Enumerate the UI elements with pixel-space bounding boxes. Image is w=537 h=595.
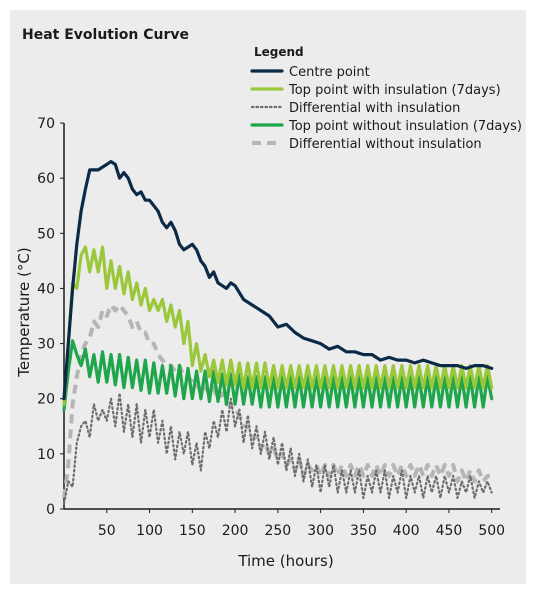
- x-axis-label: Time (hours): [237, 552, 333, 570]
- y-tick-label: 10: [37, 447, 55, 463]
- x-tick-label: 50: [98, 523, 116, 539]
- series-line-0: [62, 160, 494, 401]
- chart-title: Heat Evolution Curve: [22, 27, 189, 43]
- x-tick-label: 350: [350, 523, 377, 539]
- y-tick-label: 50: [37, 226, 55, 242]
- legend-entry-label: Differential with insulation: [289, 101, 460, 116]
- series-layer: [62, 160, 494, 505]
- series-line-4: [62, 303, 492, 499]
- x-tick-label: 100: [136, 523, 163, 539]
- legend-entry-label: Top point with insulation (7days): [288, 83, 501, 98]
- axes: [63, 123, 500, 510]
- x-tick-label: 150: [179, 523, 206, 539]
- y-tick-label: 0: [46, 502, 55, 518]
- x-tick-label: 500: [478, 523, 505, 539]
- ticks: 0 10 20 30 40 50 60 70 50 100 150 200 250 300 350 400 45…: [37, 116, 505, 539]
- legend-title: Legend: [254, 45, 304, 59]
- x-tick-label: 250: [264, 523, 291, 539]
- legend-entry-label: Centre point: [289, 65, 370, 80]
- x-tick-label: 400: [393, 523, 420, 539]
- x-tick-label: 450: [436, 523, 463, 539]
- x-tick-label: 200: [222, 523, 249, 539]
- legend-entry-label: Differential without insulation: [289, 137, 482, 152]
- y-tick-label: 30: [37, 337, 55, 353]
- chart-frame: [10, 10, 526, 584]
- y-tick-label: 40: [37, 281, 55, 297]
- legend-entry-label: Top point without insulation (7days): [288, 119, 522, 134]
- y-tick-label: 60: [37, 171, 55, 187]
- series-line-1: [62, 245, 494, 406]
- legend: Centre point Top point with insulation (7…: [250, 65, 522, 152]
- x-tick-label: 300: [307, 523, 334, 539]
- y-axis-label: Temperature (°C): [15, 247, 33, 377]
- y-tick-label: 20: [37, 392, 55, 408]
- y-tick-label: 70: [37, 116, 55, 132]
- series-line-2: [62, 392, 493, 505]
- series-line-3: [62, 339, 494, 412]
